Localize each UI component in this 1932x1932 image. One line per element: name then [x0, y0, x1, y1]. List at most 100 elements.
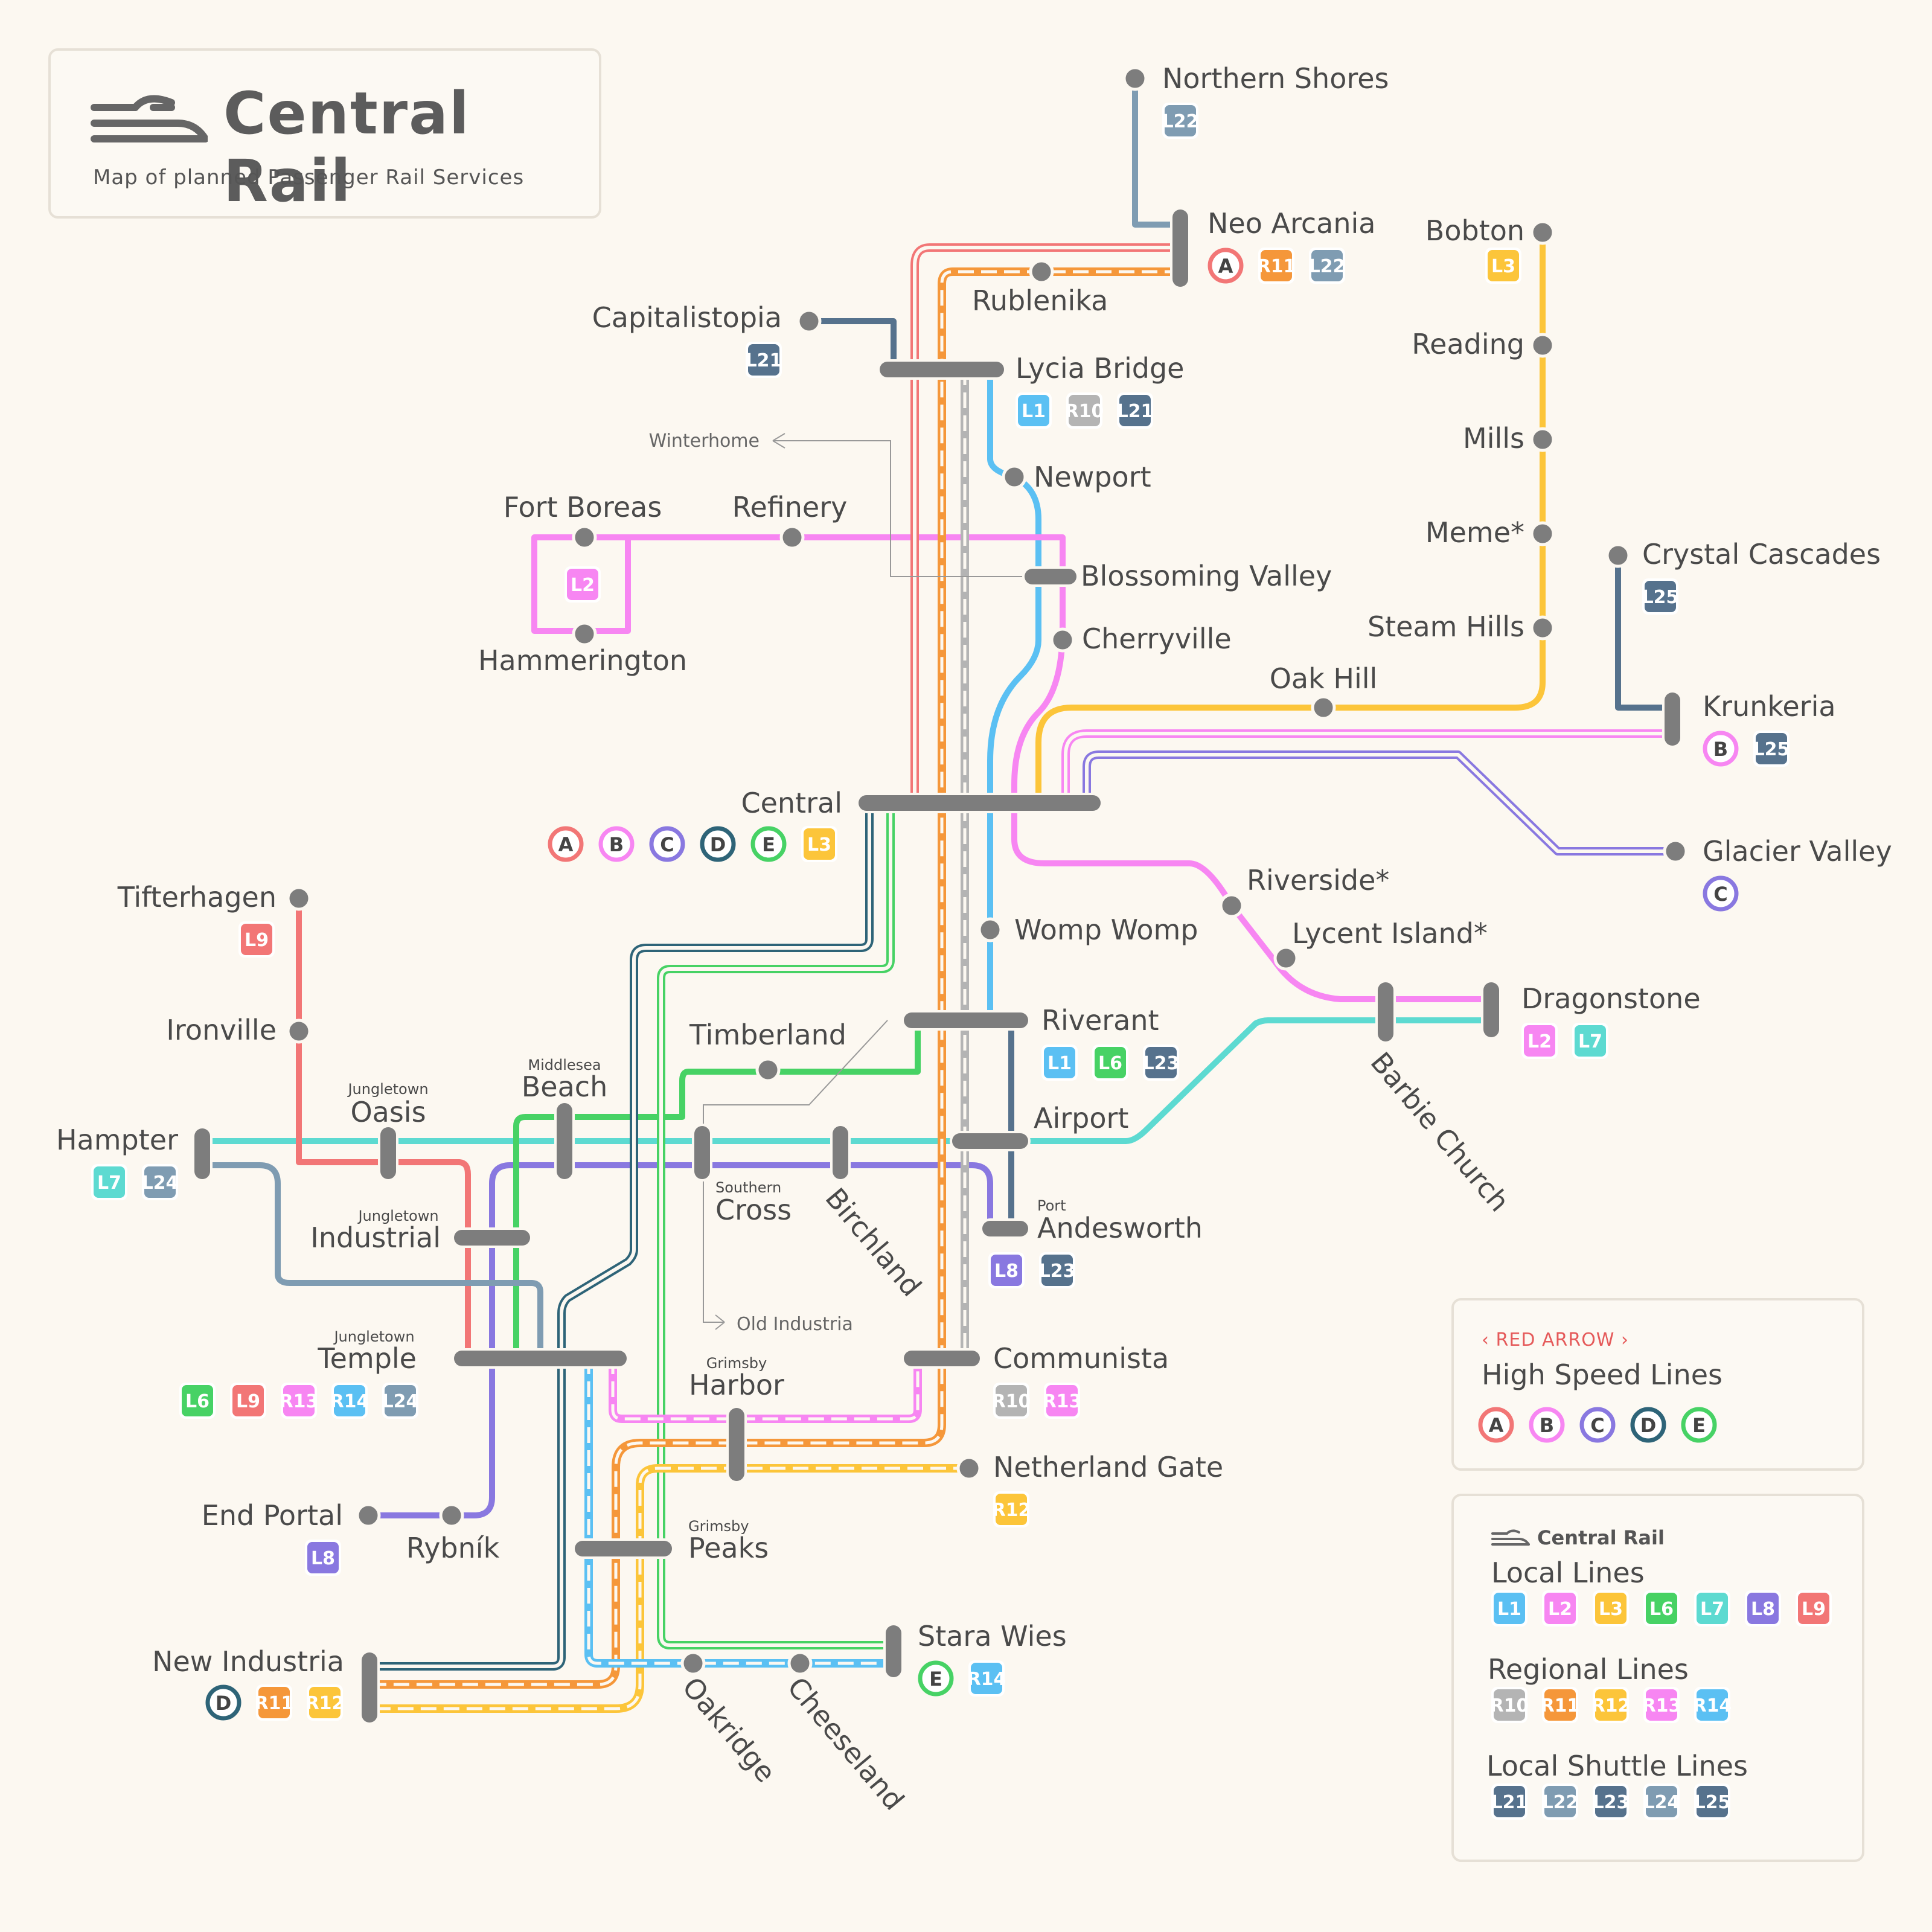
high-speed-title: High Speed Lines	[1482, 1358, 1722, 1391]
line-badge-l23[interactable]: L23	[1593, 1783, 1630, 1820]
high-speed-legend-badges: A B C D E	[1478, 1407, 1717, 1443]
line-badge-e[interactable]: E	[1681, 1407, 1717, 1443]
line-badge-b[interactable]: B	[1703, 731, 1739, 767]
station-dot-lycent-island-[interactable]	[1273, 945, 1299, 971]
line-badge-r12[interactable]: R12	[992, 1491, 1031, 1527]
line-badge-r12[interactable]: R12	[1591, 1687, 1631, 1723]
line-badge-r14[interactable]: R14	[967, 1660, 1006, 1697]
line-badge-r13[interactable]: R13	[1642, 1687, 1681, 1723]
line-badge-l3[interactable]: L3	[1593, 1590, 1629, 1627]
line-badge-d[interactable]: D	[700, 826, 736, 862]
line-badge-c[interactable]: C	[1703, 875, 1739, 912]
station-dot-cherryville[interactable]	[1050, 627, 1075, 653]
station-dot-hammerington[interactable]	[572, 621, 597, 647]
line-badge-r11[interactable]: R11	[1541, 1687, 1580, 1723]
line-badge-l25[interactable]: L25	[1694, 1783, 1731, 1820]
station-label: Timberland	[689, 1019, 846, 1051]
line-badge-d[interactable]: D	[205, 1684, 242, 1721]
station-dot-rybn-k[interactable]	[439, 1503, 464, 1528]
line-badge-l9[interactable]: L9	[238, 921, 275, 958]
station-dot-reading[interactable]	[1530, 333, 1555, 358]
line-badge-l22[interactable]: L22	[1309, 248, 1346, 284]
station-dot-cheeseland[interactable]	[787, 1651, 813, 1676]
station-dot-steam-hills[interactable]	[1530, 615, 1555, 641]
line-badge-l9[interactable]: L9	[230, 1383, 266, 1419]
line-badge-l8[interactable]: L8	[988, 1252, 1025, 1288]
station-dot-glacier-valley[interactable]	[1663, 839, 1688, 864]
line-badge-a[interactable]: A	[548, 826, 584, 862]
line-badge-b[interactable]: B	[598, 826, 635, 862]
line-badge-d[interactable]: D	[1630, 1407, 1666, 1443]
station-dot-northern-shores[interactable]	[1122, 66, 1148, 91]
station-dot-tifterhagen[interactable]	[286, 886, 312, 911]
line-badge-l7[interactable]: L7	[1694, 1590, 1730, 1627]
line-badge-l21[interactable]: L21	[1491, 1783, 1528, 1820]
line-badge-r10[interactable]: R10	[1490, 1687, 1529, 1723]
line-badge-l2[interactable]: L2	[565, 566, 601, 603]
line-badge-r11[interactable]: R11	[255, 1684, 294, 1721]
line-badge-l1[interactable]: L1	[1016, 392, 1052, 429]
line-badge-a[interactable]: A	[1478, 1407, 1514, 1443]
station-dot-crystal-cascades[interactable]	[1605, 543, 1631, 568]
line-badge-l21[interactable]: L21	[1117, 392, 1154, 429]
station-dot-riverside-[interactable]	[1219, 893, 1244, 918]
line-badge-l7[interactable]: L7	[91, 1164, 127, 1200]
line-badge-l1[interactable]: L1	[1041, 1044, 1078, 1081]
station-dot-rublenika[interactable]	[1029, 259, 1054, 284]
line-badge-l3[interactable]: L3	[801, 826, 837, 862]
line-badge-l24[interactable]: L24	[1643, 1783, 1680, 1820]
station-dot-bobton[interactable]	[1530, 220, 1555, 245]
line-badge-l21[interactable]: L21	[746, 342, 782, 378]
line-badge-b[interactable]: B	[1529, 1407, 1565, 1443]
line-badge-c[interactable]: C	[1579, 1407, 1616, 1443]
line-badge-l2[interactable]: L2	[1521, 1023, 1558, 1059]
station-dot-oakridge[interactable]	[680, 1651, 706, 1676]
line-badge-l2[interactable]: L2	[1542, 1590, 1578, 1627]
line-badge-l25[interactable]: L25	[1753, 731, 1790, 767]
station-dot-refinery[interactable]	[779, 525, 805, 550]
line-badge-l22[interactable]: L22	[1542, 1783, 1579, 1820]
line-badge-e[interactable]: E	[918, 1660, 954, 1697]
line-badge-l1[interactable]: L1	[1491, 1590, 1527, 1627]
station-dot-capitalistopia[interactable]	[796, 309, 822, 334]
line-badge-l3[interactable]: L3	[1485, 248, 1521, 284]
station-dot-mills[interactable]	[1530, 427, 1555, 452]
line-badge-c[interactable]: C	[649, 826, 685, 862]
line-badge-l7[interactable]: L7	[1572, 1023, 1608, 1059]
line-badge-l6[interactable]: L6	[1092, 1044, 1128, 1081]
station-dot-oak-hill[interactable]	[1311, 695, 1336, 720]
line-badge-l25[interactable]: L25	[1642, 578, 1679, 615]
line-badge-l23[interactable]: L23	[1039, 1252, 1076, 1288]
line-badge-r14[interactable]: R14	[330, 1383, 369, 1419]
line-badge-r13[interactable]: R13	[280, 1383, 319, 1419]
line-badge-l8[interactable]: L8	[305, 1540, 341, 1576]
line-badge-r10[interactable]: R10	[1065, 392, 1104, 429]
line-badge-l6[interactable]: L6	[1643, 1590, 1680, 1627]
station-prefix: Jungletown	[347, 1081, 428, 1098]
svg-text:L24: L24	[1643, 1792, 1680, 1813]
line-badge-l6[interactable]: L6	[179, 1383, 216, 1419]
station-dot-womp-womp[interactable]	[977, 917, 1003, 942]
line-badge-e[interactable]: E	[750, 826, 787, 862]
line-badge-r10[interactable]: R10	[992, 1383, 1031, 1419]
station-dot-fort-boreas[interactable]	[572, 525, 597, 550]
svg-text:L21: L21	[1117, 401, 1154, 422]
line-badge-l9[interactable]: L9	[1796, 1590, 1832, 1627]
station-dot-newport[interactable]	[1002, 464, 1027, 490]
station-dot-meme-[interactable]	[1530, 521, 1555, 546]
station-dot-end-portal[interactable]	[356, 1503, 381, 1528]
line-badge-l23[interactable]: L23	[1143, 1044, 1180, 1081]
line-badge-r14[interactable]: R14	[1693, 1687, 1732, 1723]
station-label: Newport	[1034, 461, 1151, 493]
station-dot-ironville[interactable]	[286, 1019, 312, 1044]
station-dot-timberland[interactable]	[755, 1057, 781, 1083]
line-badge-r12[interactable]: R12	[305, 1684, 345, 1721]
line-badge-r11[interactable]: R11	[1257, 248, 1296, 284]
line-badge-l8[interactable]: L8	[1745, 1590, 1781, 1627]
line-badge-l24[interactable]: L24	[382, 1383, 419, 1419]
line-badge-l24[interactable]: L24	[142, 1164, 179, 1200]
line-badge-r13[interactable]: R13	[1043, 1383, 1082, 1419]
line-badge-l22[interactable]: L22	[1162, 103, 1199, 139]
station-dot-netherland-gate[interactable]	[956, 1456, 982, 1481]
line-badge-a[interactable]: A	[1208, 248, 1244, 284]
